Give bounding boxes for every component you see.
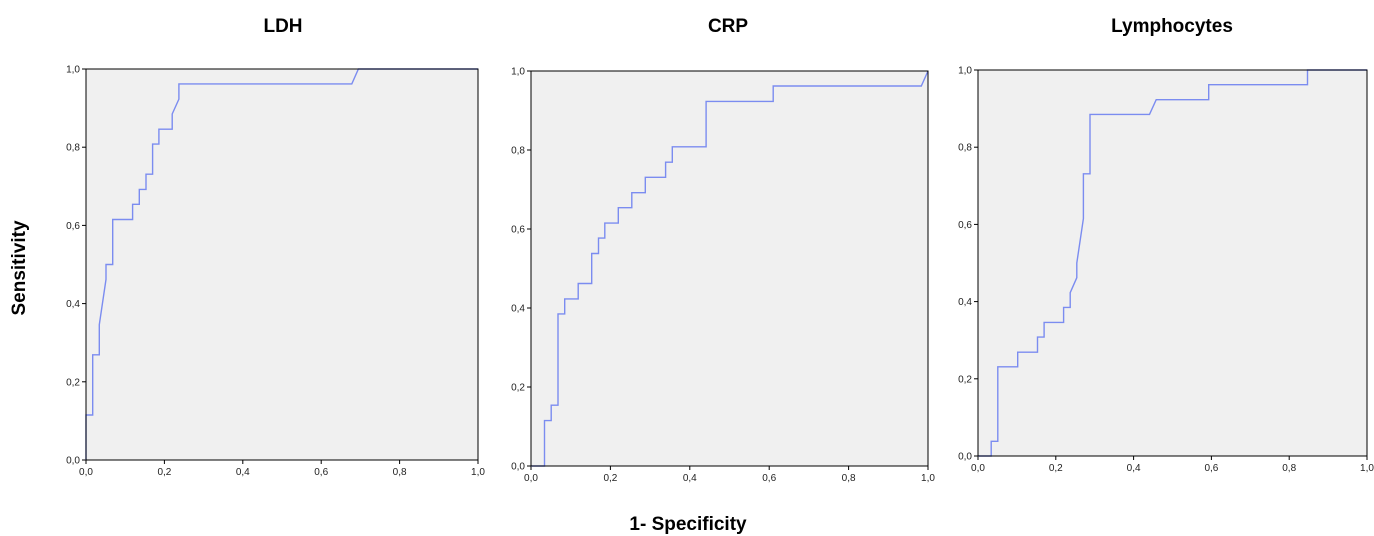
plot-frame-ldh (85, 68, 479, 461)
x-tick-label-crp: 1,0 (921, 473, 935, 484)
plot-area-crp (530, 70, 929, 467)
roc-curve-crp (531, 70, 929, 467)
x-tick-label-crp: 0,0 (524, 473, 538, 484)
x-tick-label-ldh: 0,6 (314, 467, 328, 478)
y-tick-label-lymphocytes: 0,6 (958, 220, 972, 231)
plot-frame-lymphocytes (977, 69, 1368, 457)
plot-frame-crp (530, 70, 929, 467)
y-tick-label-lymphocytes: 1,0 (958, 66, 972, 77)
y-tick-label-ldh: 0,0 (66, 456, 80, 467)
x-tick-label-ldh: 1,0 (471, 467, 485, 478)
y-tick-label-crp: 0,2 (511, 383, 525, 394)
x-tick-label-lymphocytes: 0,8 (1282, 463, 1296, 474)
roc-curve-ldh (85, 68, 478, 460)
panel-title-crp: CRP (708, 16, 748, 37)
roc-panel-crp: CRP 0,0 0,2 0,4 0,6 0,8 1,0 0,0 0,2 0,4 0,6 0,8 1,0 (511, 16, 935, 484)
x-tick-label-lymphocytes: 0,6 (1204, 463, 1218, 474)
x-tick-label-ldh: 0,2 (157, 467, 171, 478)
x-tick-label-ldh: 0,0 (79, 467, 93, 478)
panel-title-ldh: LDH (263, 16, 302, 37)
x-tick-label-lymphocytes: 0,2 (1049, 463, 1063, 474)
y-tick-label-lymphocytes: 0,0 (958, 452, 972, 463)
x-tick-label-ldh: 0,8 (393, 467, 407, 478)
y-tick-label-ldh: 0,8 (66, 143, 80, 154)
y-tick-label-ldh: 0,2 (66, 377, 80, 388)
x-tick-label-lymphocytes: 0,4 (1127, 463, 1141, 474)
plot-area-ldh (85, 68, 479, 461)
x-tick-label-lymphocytes: 1,0 (1360, 463, 1374, 474)
y-tick-label-crp: 0,0 (511, 462, 525, 473)
plot-area-lymphocytes (977, 69, 1368, 457)
y-tick-label-crp: 1,0 (511, 67, 525, 78)
roc-curve-lymphocytes (978, 69, 1367, 457)
y-tick-label-ldh: 0,6 (66, 221, 80, 232)
y-tick-label-ldh: 1,0 (66, 65, 80, 76)
x-axis-title: 1- Specificity (629, 514, 747, 535)
y-axis-title: Sensitivity (9, 220, 30, 315)
x-tick-label-crp: 0,6 (762, 473, 776, 484)
y-tick-label-crp: 0,6 (511, 225, 525, 236)
x-tick-label-ldh: 0,4 (236, 467, 250, 478)
panel-title-lymphocytes: Lymphocytes (1111, 16, 1233, 37)
y-tick-label-lymphocytes: 0,8 (958, 143, 972, 154)
roc-panel-lymphocytes: Lymphocytes 0,0 0,2 0,4 0,6 0,8 1,0 0,0 0,2 0,4 0… (958, 16, 1374, 474)
y-tick-label-lymphocytes: 0,4 (958, 297, 972, 308)
x-tick-label-crp: 0,8 (842, 473, 856, 484)
y-tick-label-crp: 0,4 (511, 304, 525, 315)
roc-panel-ldh: LDH 0,0 0,2 0,4 0,6 0,8 1,0 0,0 0,2 0,4 0,6 0,8 1,0 (66, 16, 485, 478)
y-tick-label-crp: 0,8 (511, 146, 525, 157)
y-tick-label-lymphocytes: 0,2 (958, 374, 972, 385)
x-tick-label-lymphocytes: 0,0 (971, 463, 985, 474)
y-tick-label-ldh: 0,4 (66, 299, 80, 310)
x-tick-label-crp: 0,4 (683, 473, 697, 484)
x-tick-label-crp: 0,2 (603, 473, 617, 484)
